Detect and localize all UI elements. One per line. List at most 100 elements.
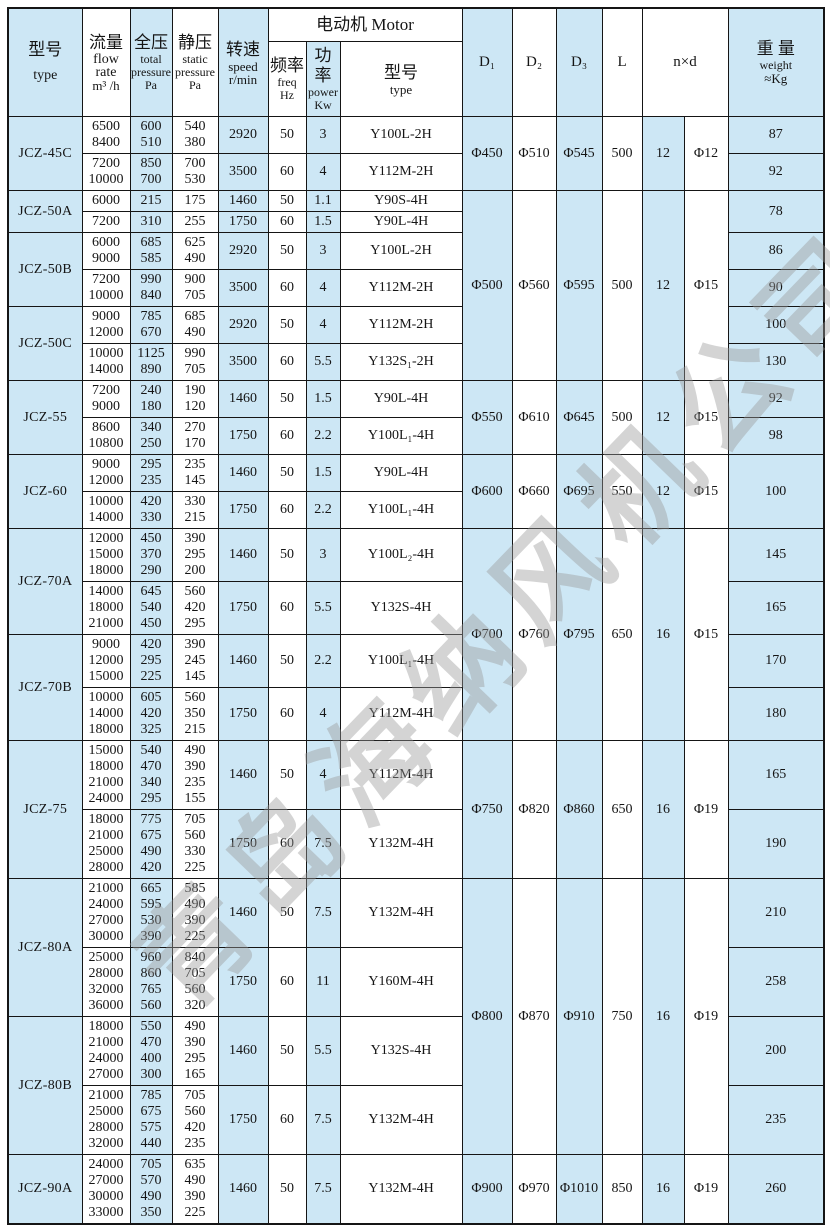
col-header-static-en1: static xyxy=(182,52,208,66)
total-pressure-cell: 295 235 xyxy=(129,454,173,492)
table-row: JCZ-75 15000 18000 21000 24000 540 470 340 295 49… xyxy=(7,740,825,879)
static-pressure-cell-line: 560 xyxy=(184,584,206,599)
total-pressure-cell: 960 860 765 560 xyxy=(129,947,173,1017)
total-pressure-cell-line: 370 xyxy=(140,547,162,562)
total-pressure-cell: 1125 890 xyxy=(129,343,173,381)
flow-cell-line: 14000 xyxy=(88,362,124,377)
col-header-freq-en2: Hz xyxy=(280,88,294,102)
static-pressure-cell-line: 560 xyxy=(184,828,206,843)
static-pressure-cell-line: 245 xyxy=(184,653,206,668)
freq-cell: 60 xyxy=(267,1085,307,1155)
d3-cell: Φ545 xyxy=(555,116,603,191)
weight-cell: 130 xyxy=(727,343,825,381)
total-pressure-cell-line: 540 xyxy=(140,600,162,615)
l-cell: 750 xyxy=(601,878,643,1155)
static-pressure-cell-line: 705 xyxy=(184,1088,206,1103)
motor-type-cell: Y90S-4H xyxy=(339,190,463,212)
static-pressure-cell-line: 145 xyxy=(184,669,206,684)
d-cell: Φ12 xyxy=(683,116,729,191)
flow-cell-line: 9000 xyxy=(92,309,120,324)
col-header-static-pressure: 静压 static pressure Pa xyxy=(171,7,219,117)
l-cell: 550 xyxy=(601,454,643,529)
static-pressure-cell: 560 350 215 xyxy=(171,687,219,741)
speed-cell: 2920 xyxy=(217,116,269,154)
col-header-flow-en1: flow xyxy=(93,51,119,67)
flow-cell: 6000 9000 xyxy=(81,232,131,270)
n-cell: 12 xyxy=(641,190,685,381)
flow-cell: 10000 14000 xyxy=(81,491,131,529)
col-header-motor-type-zh: 型号 xyxy=(384,62,419,82)
total-pressure-cell-line: 560 xyxy=(140,998,162,1013)
static-pressure-cell-line: 200 xyxy=(184,563,206,578)
d2-cell: Φ820 xyxy=(511,740,557,879)
freq-cell: 50 xyxy=(267,528,307,582)
col-header-weight-en1: weight xyxy=(759,58,793,72)
static-pressure-cell-line: 490 xyxy=(184,1173,206,1188)
speed-cell: 1460 xyxy=(217,634,269,688)
flow-cell-line: 7200 xyxy=(92,383,120,398)
weight-cell: 87 xyxy=(727,116,825,154)
flow-cell-line: 32000 xyxy=(88,982,124,997)
static-pressure-cell-line: 420 xyxy=(184,1120,206,1135)
total-pressure-cell-line: 1125 xyxy=(137,346,165,361)
flow-cell-line: 10000 xyxy=(88,288,124,303)
model-cell: JCZ-80A xyxy=(7,878,83,1017)
static-pressure-cell-line: 560 xyxy=(184,982,206,997)
d3-cell: Φ795 xyxy=(555,528,603,741)
col-header-flow-unit: m³ /h xyxy=(92,77,120,93)
total-pressure-cell: 775 675 490 420 xyxy=(129,809,173,879)
total-pressure-cell-line: 240 xyxy=(140,383,162,398)
d-cell: Φ19 xyxy=(683,740,729,879)
static-pressure-cell-line: 235 xyxy=(184,1136,206,1151)
d2-cell: Φ510 xyxy=(511,116,557,191)
static-pressure-cell-line: 420 xyxy=(184,600,206,615)
freq-cell: 60 xyxy=(267,269,307,307)
col-header-power-zh: 功率 xyxy=(314,46,332,85)
static-pressure-cell-line: 625 xyxy=(184,235,206,250)
speed-cell: 2920 xyxy=(217,306,269,344)
total-pressure-cell-line: 490 xyxy=(140,1189,162,1204)
flow-cell: 18000 21000 25000 28000 xyxy=(81,809,131,879)
power-cell: 3 xyxy=(305,528,341,582)
flow-cell: 9000 12000 15000 xyxy=(81,634,131,688)
model-cell: JCZ-90A xyxy=(7,1154,83,1225)
flow-cell-line: 30000 xyxy=(88,929,124,944)
table-row: 8600 10800 340 250 270 170 1750 60 2.2 Y100L₁-4H 9… xyxy=(8,417,825,455)
static-pressure-cell: 635 490 390 225 xyxy=(171,1154,219,1225)
col-header-flow-zh: 流量 xyxy=(89,32,123,52)
total-pressure-cell-line: 670 xyxy=(140,325,162,340)
total-pressure-cell-line: 295 xyxy=(140,653,162,668)
col-header-static-unit: Pa xyxy=(189,78,201,92)
d2-cell: Φ870 xyxy=(511,878,557,1155)
freq-cell: 60 xyxy=(267,491,307,529)
static-pressure-cell-line: 190 xyxy=(184,383,206,398)
speed-cell: 1460 xyxy=(217,528,269,582)
freq-cell: 50 xyxy=(267,1154,307,1225)
table-row: JCZ-80B 18000 21000 24000 27000 550 470 400 300 4… xyxy=(7,1016,825,1155)
total-pressure-cell-line: 290 xyxy=(140,563,162,578)
speed-cell: 1460 xyxy=(217,190,269,212)
model-cell: JCZ-50C xyxy=(7,306,83,381)
weight-cell: 165 xyxy=(727,740,825,810)
static-pressure-cell: 900 705 xyxy=(171,269,219,307)
static-pressure-cell-line: 235 xyxy=(184,457,206,472)
d-cell: Φ19 xyxy=(683,1154,729,1225)
flow-cell-line: 12000 xyxy=(88,653,124,668)
total-pressure-cell: 450 370 290 xyxy=(129,528,173,582)
total-pressure-cell-line: 330 xyxy=(140,510,162,525)
col-header-speed-en1: speed xyxy=(228,58,258,74)
power-cell: 11 xyxy=(305,947,341,1017)
col-header-power-en1: power xyxy=(308,85,338,99)
d1-cell: Φ450 xyxy=(461,116,513,191)
total-pressure-cell: 785 670 xyxy=(129,306,173,344)
static-pressure-cell-line: 705 xyxy=(184,288,206,303)
total-pressure-cell: 990 840 xyxy=(129,269,173,307)
total-pressure-cell-line: 325 xyxy=(140,722,162,737)
static-pressure-cell-line: 390 xyxy=(184,637,206,652)
d1-cell: Φ750 xyxy=(461,740,513,879)
static-pressure-cell-line: 705 xyxy=(184,362,206,377)
speed-cell: 1750 xyxy=(217,581,269,635)
model-cell: JCZ-70A xyxy=(7,528,83,635)
total-pressure-cell-line: 420 xyxy=(140,706,162,721)
motor-type-cell: Y132M-4H xyxy=(339,809,463,879)
